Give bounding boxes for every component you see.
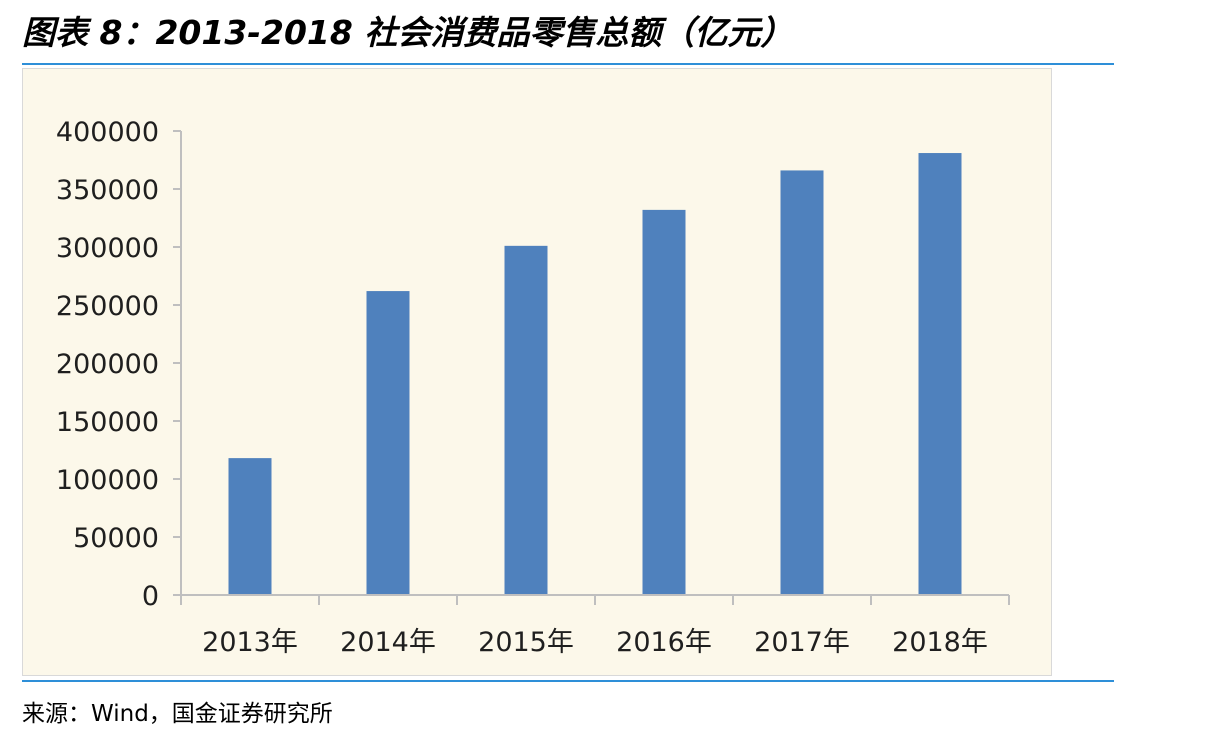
chart-area: 0 50000 100000 150000 200000 250000 300000 3500… <box>22 68 1052 676</box>
source-note: 来源：Wind，国金证券研究所 <box>22 701 333 727</box>
y-tick-label: 0 <box>142 581 159 612</box>
x-axis-labels: 2013年 2014年 2015年 2016年 2017年 2018年 <box>202 627 988 658</box>
x-tick-label: 2014年 <box>340 627 436 658</box>
y-tick-label: 300000 <box>56 233 159 264</box>
figure-title: 图表 8：2013-2018 社会消费品零售总额（亿元） <box>22 13 794 52</box>
x-tick-label: 2016年 <box>616 627 712 658</box>
y-tick-label: 200000 <box>56 349 159 380</box>
bar-2018年 <box>918 153 962 595</box>
y-tick-label: 100000 <box>56 465 159 496</box>
bottom-rule <box>22 680 1114 682</box>
bar-chart: 0 50000 100000 150000 200000 250000 300000 3500… <box>56 117 1010 658</box>
x-tick-label: 2015年 <box>478 627 574 658</box>
bar-2017年 <box>780 170 824 595</box>
bar-2014年 <box>366 291 410 595</box>
x-tick-label: 2017年 <box>754 627 850 658</box>
bar-2015年 <box>504 245 548 595</box>
bar-2013年 <box>228 458 272 595</box>
y-axis: 0 50000 100000 150000 200000 250000 300000 3500… <box>56 117 182 612</box>
y-tick-label: 50000 <box>73 523 159 554</box>
top-rule <box>22 63 1114 65</box>
y-tick-label: 400000 <box>56 117 159 148</box>
bars <box>228 153 962 595</box>
y-tick-label: 150000 <box>56 407 159 438</box>
bar-2016年 <box>642 209 686 595</box>
y-tick-label: 250000 <box>56 291 159 322</box>
x-tick-label: 2018年 <box>892 627 988 658</box>
x-tick-label: 2013年 <box>202 627 298 658</box>
x-axis <box>180 594 1010 605</box>
y-tick-label: 350000 <box>56 175 159 206</box>
